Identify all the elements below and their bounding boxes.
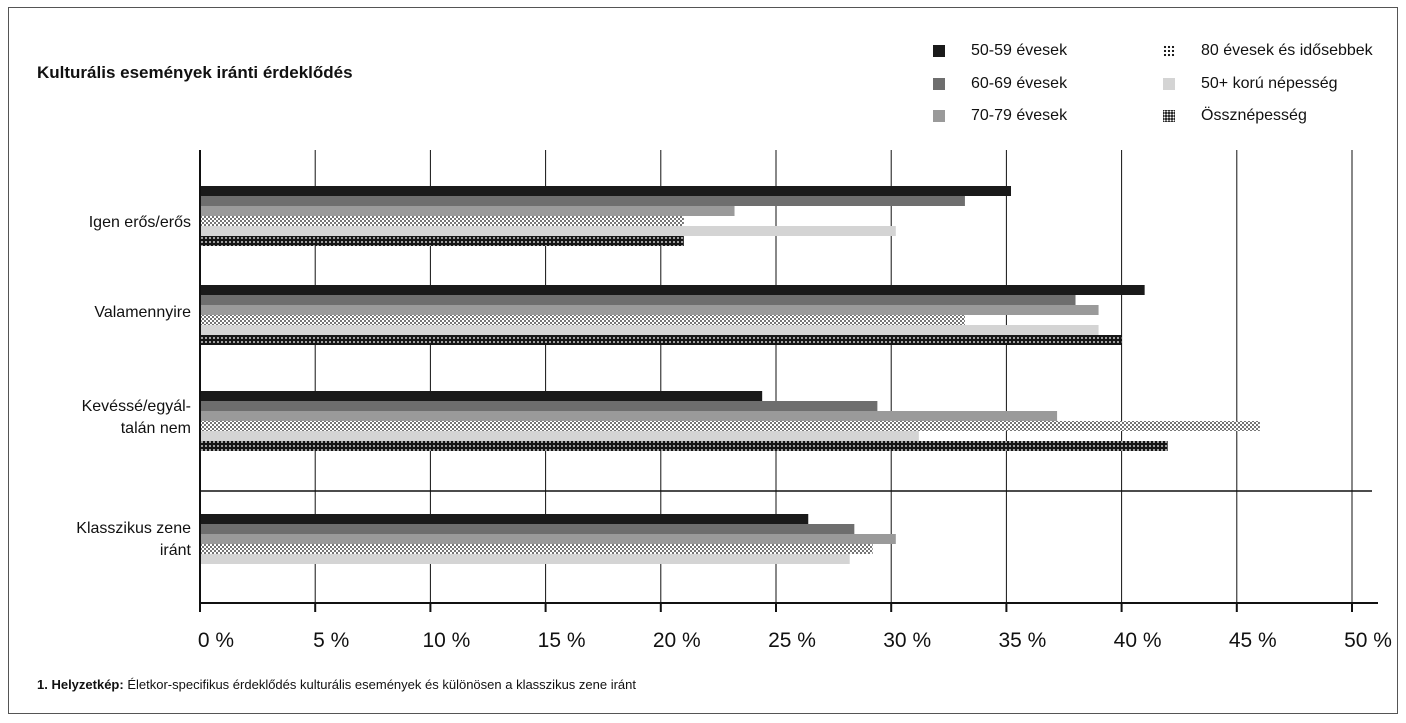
- x-tick-label: 10 %: [422, 629, 470, 652]
- legend-swatch-series-5: [1163, 78, 1175, 90]
- bar: [200, 186, 1012, 196]
- x-tick-label: 50 %: [1344, 629, 1392, 652]
- bar: [200, 544, 873, 554]
- bar: [200, 441, 1168, 451]
- category-label-4: Klasszikus zene iránt: [76, 520, 191, 559]
- bar: [200, 315, 965, 325]
- bar: [200, 411, 1058, 421]
- chart-frame: [8, 7, 1398, 714]
- bar: [200, 421, 1260, 431]
- legend-swatch-series-1: [933, 45, 945, 57]
- legend-label-series-5: 50+ korú népesség: [1201, 75, 1338, 92]
- caption-text: Életkor-specifikus érdeklődés kulturális…: [123, 677, 637, 692]
- legend-swatch-series-6: [1163, 110, 1175, 122]
- legend-swatch-series-2: [933, 78, 945, 90]
- category-label-2: Valamennyire: [94, 304, 191, 321]
- x-tick-label: 0 %: [198, 629, 234, 652]
- bar: [200, 401, 878, 411]
- legend-label-series-4: 80 évesek és idősebbek: [1201, 42, 1373, 59]
- bar: [200, 226, 896, 236]
- bar: [200, 391, 763, 401]
- figure-caption: 1. Helyzetkép: Életkor-specifikus érdekl…: [37, 677, 636, 692]
- bar: [200, 216, 684, 226]
- bar: [200, 206, 735, 216]
- category-label-3: Kevéssé/egyál- talán nem: [81, 398, 191, 437]
- bar: [200, 335, 1122, 345]
- bar: [200, 524, 855, 534]
- chart-title: Kulturális események iránti érdeklődés: [37, 63, 353, 82]
- legend-swatch-series-3: [933, 110, 945, 122]
- bar: [200, 431, 919, 441]
- bar: [200, 305, 1099, 315]
- bars: [200, 186, 1260, 564]
- x-tick-label: 5 %: [313, 629, 349, 652]
- x-tick-label: 20 %: [653, 629, 701, 652]
- x-tick-label: 25 %: [768, 629, 816, 652]
- bar: [200, 236, 684, 246]
- bar: [200, 325, 1099, 335]
- caption-label: 1. Helyzetkép:: [37, 677, 124, 692]
- x-tick-label: 30 %: [883, 629, 931, 652]
- bar: [200, 196, 965, 206]
- bar: [200, 514, 809, 524]
- legend-swatch-series-4: [1163, 45, 1175, 57]
- axes: [199, 150, 1378, 612]
- legend-label-series-6: Össznépesség: [1201, 107, 1307, 124]
- x-tick-label: 45 %: [1229, 629, 1277, 652]
- bar: [200, 534, 896, 544]
- legend-label-series-3: 70-79 évesek: [971, 107, 1068, 124]
- x-tick-labels: 0 % 5 % 10 % 15 % 20 % 25 % 30 % 35 % 40 % 45 % 50…: [198, 629, 1392, 652]
- bar: [200, 285, 1145, 295]
- x-tick-label: 15 %: [538, 629, 586, 652]
- category-label-1: Igen erős/erős: [88, 214, 191, 231]
- x-tick-label: 35 %: [998, 629, 1046, 652]
- bar: [200, 295, 1076, 305]
- legend-label-series-1: 50-59 évesek: [971, 42, 1068, 59]
- bar: [200, 554, 850, 564]
- legend-label-series-2: 60-69 évesek: [971, 75, 1068, 92]
- x-tick-label: 40 %: [1114, 629, 1162, 652]
